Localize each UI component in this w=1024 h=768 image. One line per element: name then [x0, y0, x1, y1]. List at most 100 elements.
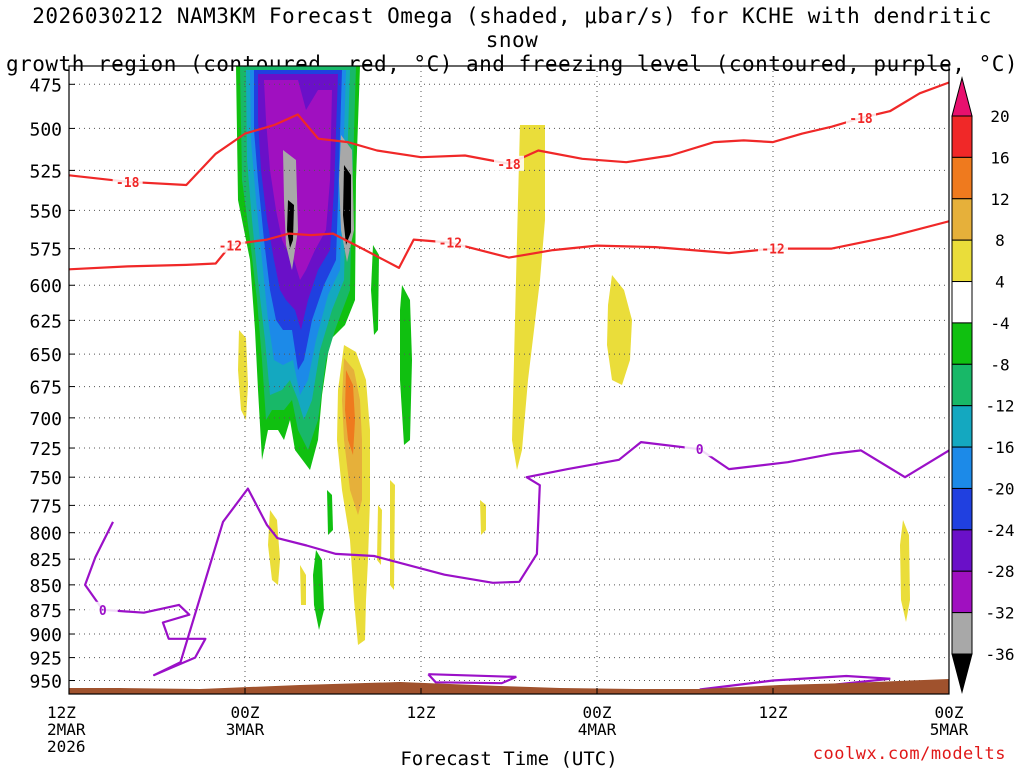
- colorbar-label: -36: [986, 645, 1015, 664]
- colorbar-swatch: [951, 239, 973, 283]
- x-tick-label: 2MAR: [47, 720, 86, 739]
- y-tick-label: 600: [29, 276, 62, 297]
- x-tick-label: 4MAR: [578, 720, 617, 739]
- colorbar-swatch: [951, 322, 973, 365]
- colorbar-swatch: [951, 156, 973, 200]
- x-tick-label: 5MAR: [930, 720, 969, 739]
- chart-title-line-1: 2026030212 NAM3KM Forecast Omega (shaded…: [32, 4, 992, 52]
- omega-shade-yellow-10: [900, 520, 910, 622]
- y-tick-label: 550: [29, 201, 62, 222]
- colorbar-label: 16: [990, 148, 1009, 167]
- chart-title: 2026030212 NAM3KM Forecast Omega (shaded…: [0, 4, 1024, 76]
- colorbar-swatch: [951, 198, 973, 241]
- x-tick-label: 3MAR: [226, 720, 265, 739]
- colorbar: 20 16 12 8 4 -4 -8 -12 -16 -20 -24 -28 -32 -36: [951, 76, 1015, 694]
- omega-shade-yellow-8: [390, 480, 395, 590]
- contour-label: -12: [761, 243, 784, 258]
- colorbar-label: -4: [990, 314, 1009, 333]
- colorbar-swatch: [951, 281, 973, 324]
- omega-shade-green-3: [371, 245, 379, 335]
- omega-shade-yellow-6: [607, 275, 632, 385]
- contour-label: 0: [696, 443, 704, 458]
- credit-link[interactable]: coolwx.com/modelts: [812, 744, 1006, 764]
- omega-shade-black-1: [287, 200, 294, 248]
- omega-shade-yellow-2: [238, 330, 248, 420]
- colorbar-label: -32: [986, 604, 1015, 623]
- y-tick-label: 800: [29, 524, 62, 545]
- x-tick-label: 12Z: [47, 703, 76, 722]
- colorbar-swatch: [951, 446, 973, 489]
- omega-shade-orange-1: [345, 370, 355, 455]
- y-tick-label: 475: [29, 75, 62, 96]
- y-tick-label: 750: [29, 468, 62, 489]
- x-tick-label: 00Z: [231, 703, 260, 722]
- colorbar-label: -24: [986, 521, 1015, 540]
- y-tick-label: 525: [29, 161, 62, 182]
- y-tick-label: 675: [29, 378, 62, 399]
- omega-shade-black-2: [343, 165, 351, 245]
- omega-shade-yellow-7: [480, 500, 486, 535]
- y-tick-label: 775: [29, 496, 62, 517]
- colorbar-label: -16: [986, 438, 1015, 457]
- y-tick-label: 850: [29, 576, 62, 597]
- colorbar-label: 12: [990, 190, 1009, 209]
- colorbar-swatch: [951, 570, 973, 614]
- y-tick-label: 650: [29, 345, 62, 366]
- plot-frame: [68, 65, 950, 695]
- colorbar-bottom-arrow: [951, 653, 973, 694]
- colorbar-label: 8: [995, 231, 1005, 250]
- colorbar-swatch: [951, 529, 973, 572]
- colorbar-label: -20: [986, 479, 1015, 498]
- colorbar-top-arrow: [951, 76, 973, 117]
- omega-shade-purple: [264, 80, 332, 280]
- contour-label: -18: [116, 176, 140, 191]
- x-tick-label: 00Z: [583, 703, 612, 722]
- colorbar-label: -8: [990, 355, 1009, 374]
- contour-label-bg: [494, 155, 524, 171]
- contour-label: -12: [439, 237, 462, 252]
- colorbar-swatch: [951, 363, 973, 407]
- colorbar-swatch: [951, 612, 973, 655]
- x-tick-label: 12Z: [407, 703, 436, 722]
- x-tick-label: 2026: [47, 737, 86, 756]
- colorbar-label: -12: [986, 397, 1015, 416]
- omega-shade-green-4: [313, 550, 324, 630]
- colorbar-swatch: [951, 405, 973, 448]
- colorbar-label: 20: [990, 107, 1009, 126]
- colorbar-label: 4: [995, 273, 1005, 292]
- contour-label-bg: [215, 237, 246, 253]
- contour-label-bg: [758, 240, 788, 256]
- dgz-minus12-contour: [69, 220, 949, 271]
- y-tick-label: 500: [29, 119, 62, 140]
- omega-shade-yellow-3: [268, 510, 280, 585]
- contour-label: -18: [497, 158, 521, 173]
- y-tick-label: 625: [29, 311, 62, 332]
- y-tick-label: 950: [29, 672, 62, 693]
- contour-label: 0: [99, 604, 107, 619]
- omega-shade-yellow-4: [300, 565, 306, 605]
- contour-label-bg: [435, 234, 466, 250]
- contour-label-bg: [846, 110, 876, 126]
- y-tick-label: 725: [29, 439, 62, 460]
- omega-shade-green-2: [400, 285, 412, 445]
- colorbar-label: -28: [986, 562, 1015, 581]
- x-tick-label: 00Z: [935, 703, 964, 722]
- contour-label-bg: [87, 601, 118, 617]
- terrain: [69, 679, 949, 694]
- y-axis: 475 500 525 550 575 600 625 650 675 700 725 750 775 8…: [29, 75, 75, 693]
- y-tick-label: 575: [29, 240, 62, 261]
- freezing-level-loop: [427, 673, 517, 685]
- x-tick-label: 12Z: [759, 703, 788, 722]
- colorbar-swatch: [951, 487, 973, 531]
- omega-shade-yellow-5: [512, 125, 545, 470]
- chart-title-line-2: growth region (contoured, red, °C) and f…: [5, 52, 1019, 76]
- contour-label: -12: [219, 240, 242, 255]
- y-tick-label: 700: [29, 409, 62, 430]
- contour-label-bg: [112, 173, 143, 189]
- x-axis-label: Forecast Time (UTC): [400, 748, 617, 768]
- y-tick-label: 900: [29, 625, 62, 646]
- omega-shading: [236, 66, 910, 645]
- colorbar-swatch: [951, 115, 973, 158]
